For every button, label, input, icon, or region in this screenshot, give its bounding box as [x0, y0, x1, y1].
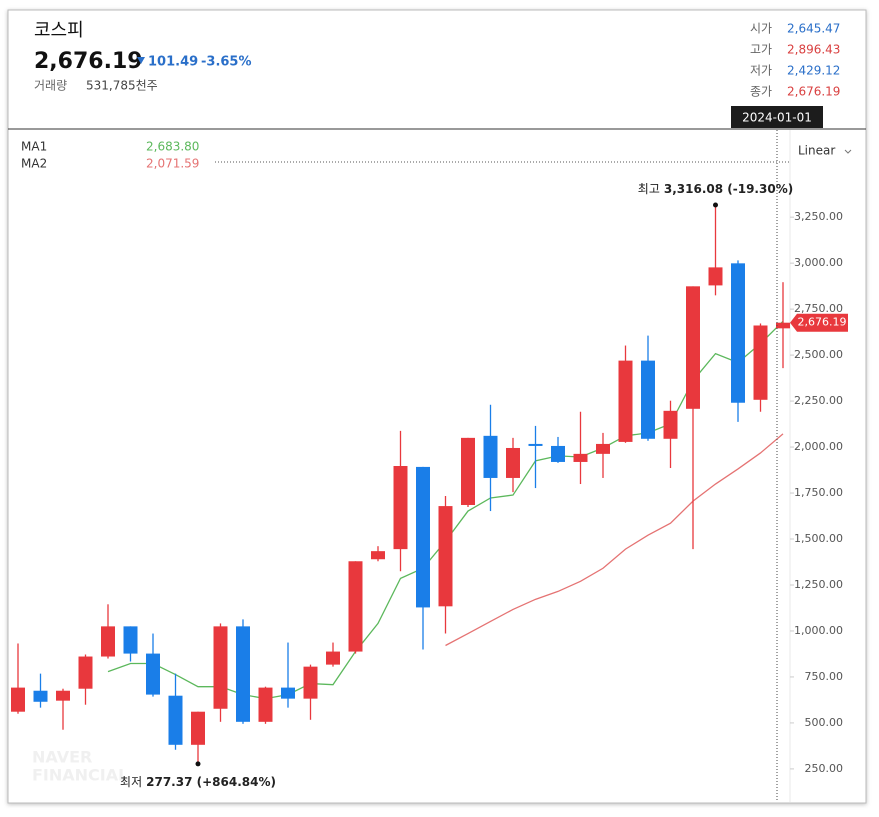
candle-body: [236, 626, 250, 722]
ohlc-label: 고가: [750, 43, 772, 57]
candle-body: [258, 687, 273, 722]
candle-body: [326, 651, 340, 665]
candle-body: [303, 666, 318, 699]
y-tick-label: 1,500.00: [794, 532, 843, 545]
candle-body: [753, 325, 768, 400]
plot-area: NAVER FINANCIAL: [11, 202, 790, 785]
legend-name: MA1: [21, 140, 47, 154]
ohlc-box: 시가 2,645.47 고가 2,896.43 저가 2,429.12 종가 2,676.19: [750, 22, 840, 99]
ohlc-value: 2,645.47: [787, 22, 840, 36]
y-tick-label: 1,250.00: [794, 578, 843, 591]
candle-body: [483, 435, 498, 478]
candle-body: [146, 653, 160, 695]
y-tick-label: 2,000.00: [794, 440, 843, 453]
ohlc-label: 저가: [750, 64, 772, 78]
candle-body: [506, 447, 520, 478]
legend-name: MA2: [21, 157, 47, 171]
candle-body: [641, 360, 655, 439]
candle-body: [686, 286, 700, 409]
y-tick-label: 250.00: [805, 762, 844, 775]
watermark: NAVER: [32, 748, 92, 767]
price: 2,676.19: [34, 49, 143, 74]
crosshair-label: 2024-01-01: [742, 111, 812, 125]
scale-button-label[interactable]: Linear: [798, 144, 835, 158]
candle-body: [371, 551, 385, 560]
annotation-label: 최고: [638, 182, 660, 196]
ohlc-value: 2,676.19: [787, 85, 840, 99]
ohlc-label: 종가: [750, 85, 772, 99]
annotation-text: 277.37 (+864.84%): [146, 774, 276, 788]
annotation: 최저 277.37 (+864.84%): [120, 774, 276, 788]
candle-body: [528, 443, 543, 446]
price-tag-label: 2,676.19: [798, 316, 847, 329]
ohlc-label: 시가: [750, 22, 772, 36]
candle-body: [663, 410, 678, 439]
y-tick-label: 750.00: [805, 670, 844, 683]
scale-button[interactable]: [792, 138, 860, 162]
candle-body: [191, 711, 205, 745]
candle-body: [213, 626, 228, 709]
volume: 531,785천주: [86, 78, 158, 93]
title: 코스피: [34, 20, 84, 41]
y-tick-label: 1,750.00: [794, 486, 843, 499]
candle-body: [393, 466, 408, 550]
extreme-dot: [713, 202, 718, 208]
candle-body: [731, 263, 745, 403]
candle-body: [708, 267, 723, 286]
candle-body: [461, 437, 475, 505]
candle-body: [123, 626, 138, 654]
candle-body: [11, 687, 25, 712]
ma-line: [445, 433, 784, 647]
down-arrow: [137, 57, 145, 64]
legend-value: 2,683.80: [146, 140, 199, 154]
candle-body: [618, 360, 633, 442]
annotation-label: 최저: [120, 774, 142, 788]
ohlc-value: 2,896.43: [787, 43, 840, 57]
y-tick-label: 3,250.00: [794, 210, 843, 223]
candle-body: [348, 561, 363, 652]
candle-body: [776, 322, 790, 329]
y-tick-label: 2,750.00: [794, 302, 843, 315]
volume-label: 거래량: [34, 79, 67, 93]
y-tick-label: 2,500.00: [794, 348, 843, 361]
candle-body: [281, 687, 295, 699]
extreme-dot: [195, 761, 201, 767]
candle-body: [573, 453, 588, 462]
y-tick-label: 2,250.00: [794, 394, 843, 407]
watermark: FINANCIAL: [32, 766, 128, 785]
y-tick-label: 3,000.00: [794, 256, 843, 269]
crosshair-box: [731, 106, 823, 128]
ohlc-value: 2,429.12: [787, 64, 840, 78]
legend-value: 2,071.59: [146, 157, 199, 171]
change: 101.49: [148, 55, 198, 70]
candle-body: [596, 443, 610, 454]
price-tag: [790, 313, 848, 332]
change-pct: -3.65%: [201, 55, 252, 70]
annotation-text: 3,316.08 (-19.30%): [664, 182, 793, 196]
candle-body: [33, 690, 48, 702]
annotation: 최고 3,316.08 (-19.30%): [638, 182, 793, 196]
candle-body: [168, 695, 183, 745]
candle-body: [438, 506, 453, 607]
scale-caret[interactable]: [844, 149, 852, 154]
candle-body: [551, 445, 565, 462]
candle-body: [78, 656, 93, 689]
candle-body: [101, 626, 115, 657]
candle-body: [416, 466, 430, 608]
candle-body: [56, 690, 70, 701]
y-tick-label: 1,000.00: [794, 624, 843, 637]
y-tick-label: 500.00: [805, 716, 844, 729]
